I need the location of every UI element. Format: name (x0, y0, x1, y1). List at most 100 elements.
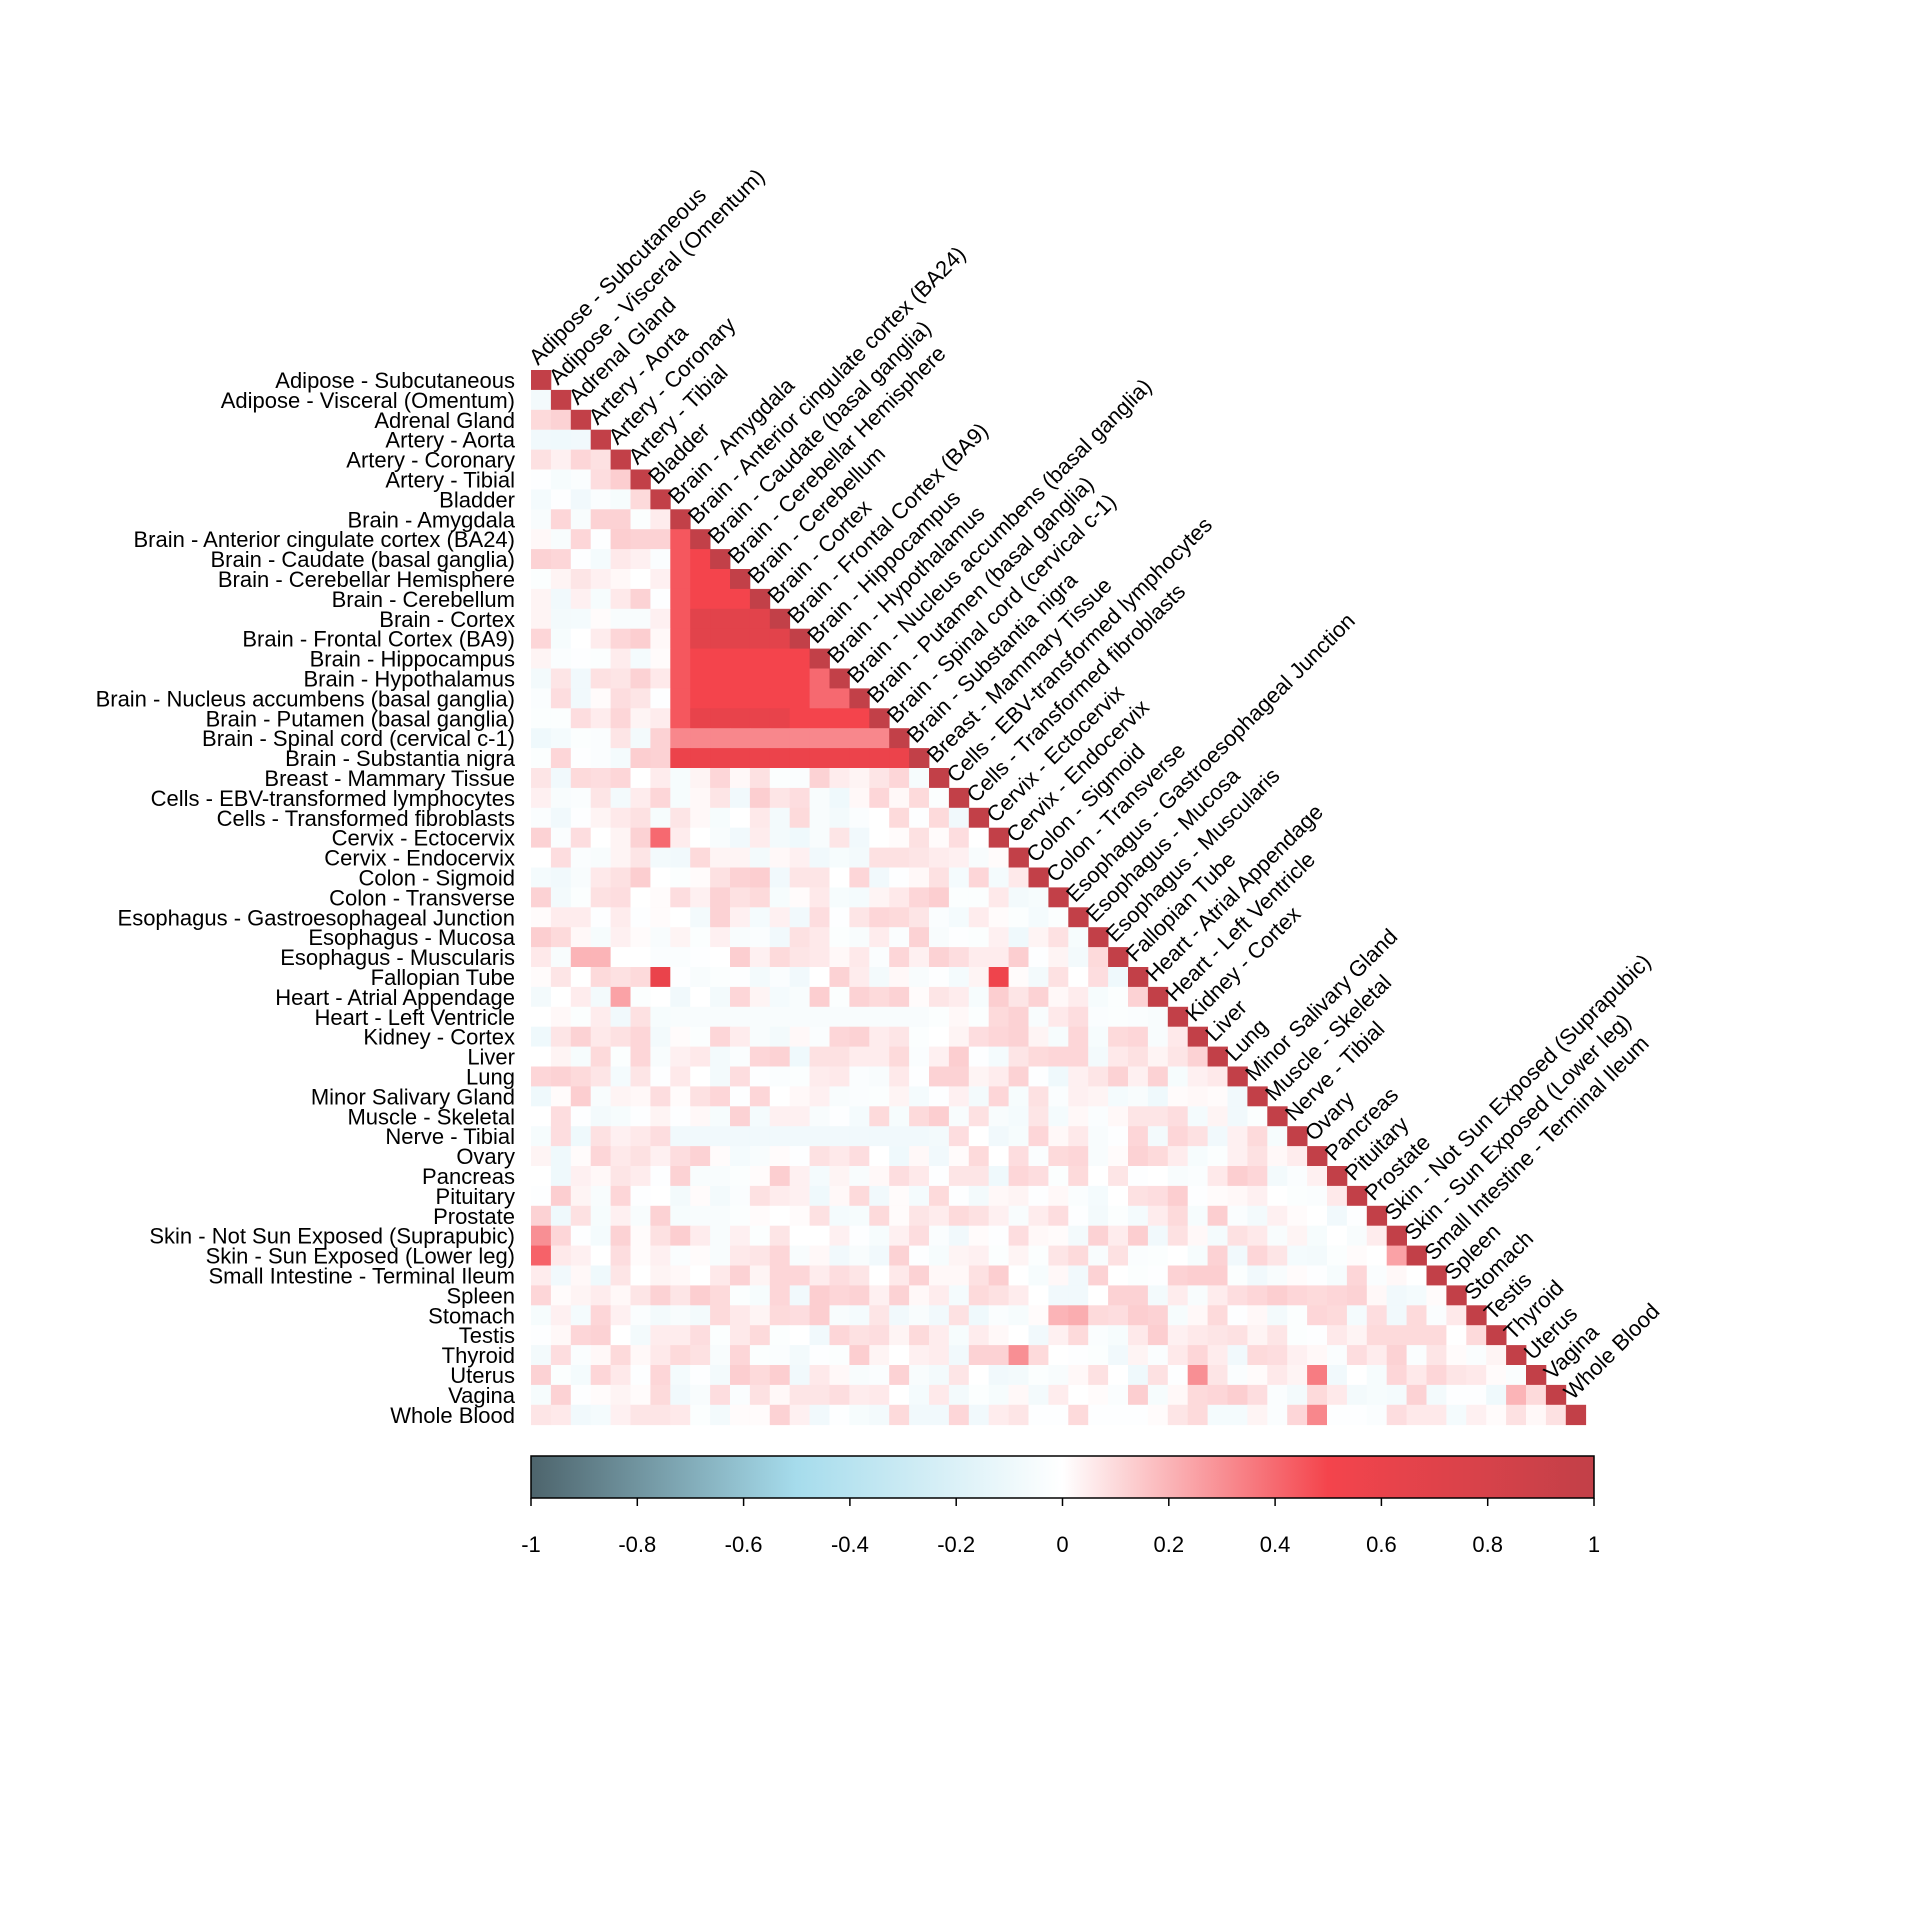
heatmap-cell (948, 1325, 970, 1346)
heatmap-cell (909, 1225, 930, 1246)
heatmap-cell (1008, 1225, 1029, 1246)
heatmap-cell (1147, 1126, 1169, 1147)
heatmap-cell (849, 1026, 870, 1047)
heatmap-cell (869, 887, 890, 908)
heatmap-cell (749, 1026, 771, 1047)
heatmap-cell (809, 1086, 830, 1107)
heatmap-cell (769, 1086, 791, 1107)
heatmap-cell (730, 807, 751, 829)
heatmap-cell (1267, 1185, 1288, 1207)
diagonal-cell (968, 807, 990, 829)
heatmap-cell (1008, 1006, 1029, 1028)
heatmap-cell (690, 847, 711, 868)
heatmap-cell (889, 1384, 910, 1406)
heatmap-cell (710, 1245, 731, 1266)
heatmap-cell (789, 787, 810, 809)
heatmap-cell (1386, 1265, 1407, 1286)
heatmap-cell (630, 1146, 651, 1167)
heatmap-cell (690, 986, 711, 1008)
heatmap-cell (650, 827, 671, 848)
heatmap-cell (909, 1265, 930, 1286)
heatmap-cell (1147, 1026, 1169, 1047)
heatmap-cell (610, 588, 631, 610)
heatmap-cell (610, 1166, 631, 1187)
heatmap-cell (570, 708, 592, 729)
heatmap-cell (670, 1185, 691, 1207)
heatmap-cell (1108, 1265, 1129, 1286)
heatmap-cell (1088, 986, 1109, 1008)
heatmap-cell (909, 807, 930, 829)
heatmap-cell (1247, 1245, 1268, 1266)
heatmap-cell (988, 1325, 1009, 1346)
heatmap-cell (550, 927, 572, 948)
heatmap-cell (630, 1384, 651, 1406)
row-label: Artery - Coronary (346, 448, 515, 473)
heatmap-cell (1048, 1066, 1069, 1087)
heatmap-cell (690, 768, 711, 789)
heatmap-cell (869, 1086, 890, 1107)
heatmap-cell (849, 1404, 870, 1426)
heatmap-cell (948, 947, 970, 968)
heatmap-cell (690, 708, 711, 729)
heatmap-cell (769, 907, 791, 928)
heatmap-cell (849, 947, 870, 968)
heatmap-cell (889, 1285, 910, 1306)
heatmap-cell (570, 847, 592, 868)
diagonal-cell (1406, 1245, 1427, 1266)
heatmap-cell (789, 1146, 810, 1167)
heatmap-cell (1446, 1325, 1467, 1346)
heatmap-cell (789, 748, 810, 769)
heatmap-cell (730, 1006, 751, 1028)
heatmap-cell (889, 947, 910, 968)
heatmap-cell (1167, 1146, 1189, 1167)
heatmap-cell (749, 867, 771, 888)
heatmap-cell (1068, 986, 1089, 1008)
heatmap-cell (948, 1106, 970, 1127)
heatmap-cell (909, 1066, 930, 1087)
heatmap-cell (1088, 1305, 1109, 1326)
heatmap-cell (1187, 1265, 1208, 1286)
heatmap-cell (889, 1404, 910, 1426)
heatmap-cell (909, 1046, 930, 1067)
colorbar-tick-label: -1 (521, 1532, 541, 1557)
row-label: Whole Blood (390, 1403, 515, 1428)
heatmap-cell (929, 1265, 950, 1286)
heatmap-cell (590, 1265, 611, 1286)
heatmap-cell (968, 1225, 990, 1246)
heatmap-cell (610, 1245, 631, 1266)
heatmap-cell (550, 668, 572, 689)
heatmap-cell (849, 1086, 870, 1107)
heatmap-cell (1406, 1384, 1427, 1406)
heatmap-cell (809, 1325, 830, 1346)
heatmap-cell (650, 688, 671, 709)
heatmap-cell (968, 1205, 990, 1227)
heatmap-cell (690, 947, 711, 968)
heatmap-cell (1088, 1106, 1109, 1127)
heatmap-cell (570, 449, 592, 470)
row-label: Heart - Left Ventricle (314, 1005, 515, 1030)
heatmap-cell (1267, 1305, 1288, 1326)
heatmap-cell (1307, 1404, 1328, 1426)
heatmap-cell (849, 986, 870, 1008)
heatmap-cell (968, 847, 990, 868)
heatmap-cell (670, 708, 691, 729)
row-label: Brain - Amygdala (347, 507, 515, 532)
heatmap-cell (710, 1404, 731, 1426)
heatmap-cell (710, 1126, 731, 1147)
heatmap-cell (630, 549, 651, 570)
row-label: Brain - Hippocampus (310, 647, 515, 672)
heatmap-cell (690, 1185, 711, 1207)
heatmap-cell (769, 1245, 791, 1266)
heatmap-cell (630, 1126, 651, 1147)
heatmap-cell (630, 907, 651, 928)
row-label: Lung (466, 1064, 515, 1089)
heatmap-cell (909, 947, 930, 968)
heatmap-cell (550, 529, 572, 550)
heatmap-cell (570, 1146, 592, 1167)
heatmap-cell (610, 1026, 631, 1047)
heatmap-cell (570, 569, 592, 590)
heatmap-cell (570, 1166, 592, 1187)
heatmap-cell (749, 787, 771, 809)
heatmap-cell (1287, 1265, 1308, 1286)
heatmap-cell (1386, 1384, 1407, 1406)
